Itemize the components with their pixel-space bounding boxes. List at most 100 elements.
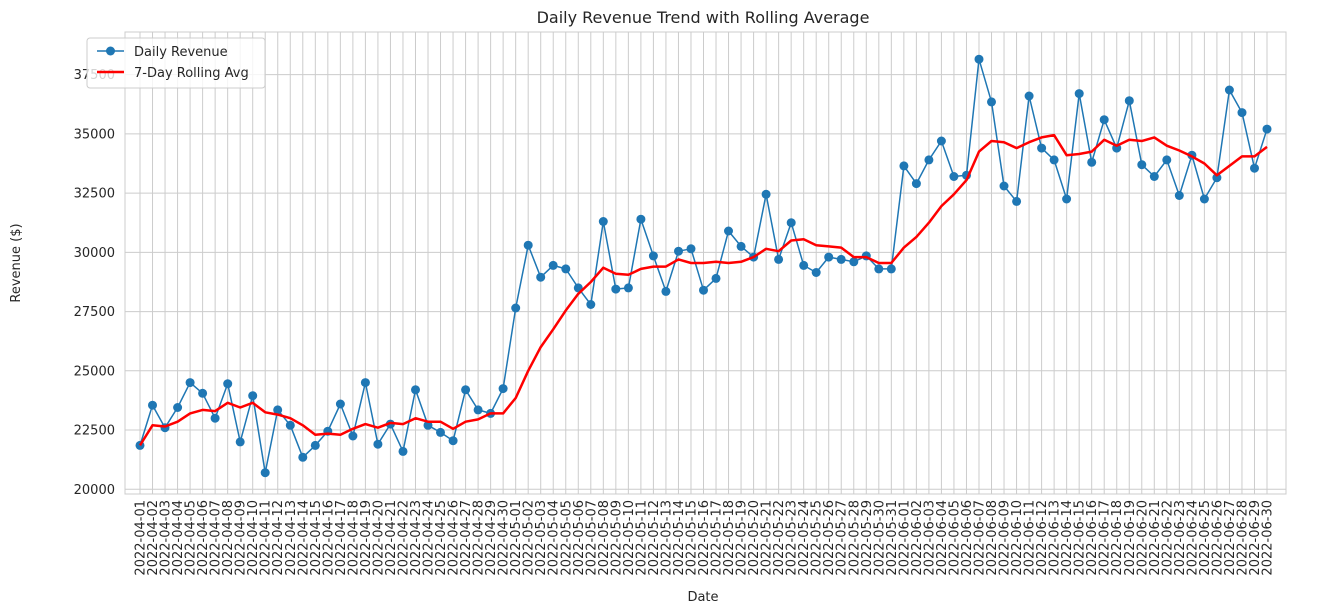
data-point-daily-revenue [724,226,733,236]
data-point-daily-revenue [411,385,420,395]
data-point-daily-revenue [1099,115,1109,125]
data-point-daily-revenue [999,181,1009,191]
x-tick-label: 2022-05-05 [559,500,574,576]
data-point-daily-revenue [1087,157,1097,167]
data-point-daily-revenue [1174,191,1184,200]
y-tick-label: 20000 [74,483,115,498]
y-axis: 2000022500250002750030000325003500037500 [74,68,115,498]
data-point-daily-revenue [260,468,270,478]
x-tick-label: 2022-05-23 [785,500,800,576]
data-point-daily-revenue [1049,155,1059,165]
x-tick-label: 2022-05-07 [584,500,599,576]
data-point-daily-revenue [1012,196,1022,206]
data-point-daily-revenue [699,285,708,295]
legend-marker-daily-revenue [106,46,115,56]
data-point-daily-revenue [273,405,283,415]
x-tick-label: 2022-06-21 [1148,500,1163,576]
x-tick-label: 2022-04-13 [284,500,299,576]
x-tick-label: 2022-06-15 [1073,500,1088,576]
data-point-daily-revenue [1137,160,1147,170]
x-tick-label: 2022-04-02 [146,500,161,576]
x-tick-label: 2022-05-14 [672,500,687,576]
x-tick-label: 2022-06-23 [1173,500,1188,576]
series-line-rolling-avg [138,133,1268,447]
data-point-daily-revenue [648,251,658,261]
data-point-daily-revenue [1162,155,1172,165]
data-point-daily-revenue [561,264,571,274]
data-point-daily-revenue [436,427,445,437]
data-point-daily-revenue [498,384,508,394]
data-point-daily-revenue [811,268,821,277]
x-tick-label: 2022-04-04 [171,500,186,576]
x-tick-label: 2022-05-01 [509,500,524,576]
legend-label-daily-revenue: Daily Revenue [134,45,228,60]
x-tick-label: 2022-04-10 [246,500,261,576]
data-point-daily-revenue [248,391,258,401]
x-tick-label: 2022-06-26 [1210,500,1225,576]
x-tick-label: 2022-04-25 [434,500,449,576]
series-layer [135,54,1272,478]
x-tick-label: 2022-06-17 [1098,500,1113,576]
data-point-daily-revenue [987,97,996,107]
x-tick-label: 2022-05-26 [822,500,837,576]
x-tick-label: 2022-06-22 [1160,500,1175,576]
x-tick-label: 2022-06-25 [1198,500,1213,576]
x-tick-label: 2022-04-17 [334,500,349,576]
x-tick-label: 2022-05-09 [609,500,624,576]
y-tick-label: 32500 [74,187,115,202]
y-tick-label: 27500 [74,305,115,320]
data-point-daily-revenue [398,446,408,456]
x-tick-label: 2022-05-24 [797,500,812,576]
data-point-daily-revenue [223,379,233,389]
data-point-daily-revenue [1199,194,1209,204]
y-tick-label: 22500 [74,424,115,439]
data-point-daily-revenue [586,300,596,309]
x-tick-label: 2022-05-06 [572,500,587,576]
x-tick-label: 2022-06-02 [910,500,925,576]
x-tick-label: 2022-04-21 [384,500,399,576]
data-point-daily-revenue [1062,194,1072,204]
x-tick-label: 2022-06-24 [1185,500,1200,576]
legend: Daily Revenue 7-Day Rolling Avg [86,37,266,89]
x-tick-label: 2022-06-29 [1248,500,1263,576]
x-tick-label: 2022-04-20 [371,500,386,576]
x-tick-label: 2022-06-11 [1023,500,1038,576]
data-point-daily-revenue [874,264,884,274]
x-tick-label: 2022-05-04 [547,500,562,576]
x-tick-label: 2022-05-18 [722,500,737,576]
x-tick-label: 2022-06-14 [1060,500,1075,576]
x-tick-label: 2022-05-28 [847,500,862,576]
x-tick-label: 2022-05-03 [534,500,549,576]
x-tick-label: 2022-04-26 [447,500,462,576]
data-point-daily-revenue [1124,96,1134,106]
x-tick-label: 2022-06-20 [1135,500,1150,576]
legend-box [86,37,266,89]
x-tick-label: 2022-06-30 [1261,500,1276,576]
x-tick-label: 2022-05-25 [810,500,825,576]
data-point-daily-revenue [511,303,521,313]
x-tick-label: 2022-04-07 [209,500,224,576]
x-tick-label: 2022-06-07 [972,500,987,576]
data-point-daily-revenue [949,172,959,181]
x-tick-label: 2022-04-30 [497,500,512,576]
data-point-daily-revenue [1024,91,1034,101]
x-tick-label: 2022-06-05 [947,500,962,576]
x-tick-label: 2022-05-16 [697,500,712,576]
x-tick-label: 2022-04-28 [472,500,487,576]
x-tick-label: 2022-04-03 [159,500,174,576]
data-point-daily-revenue [911,179,921,189]
x-tick-label: 2022-04-08 [221,500,236,576]
data-point-daily-revenue [210,413,220,423]
data-point-daily-revenue [1149,172,1159,181]
data-point-daily-revenue [536,272,546,282]
data-point-daily-revenue [310,440,320,450]
data-point-daily-revenue [423,420,433,430]
data-point-daily-revenue [185,378,195,388]
x-tick-label: 2022-05-13 [659,500,674,576]
data-point-daily-revenue [1250,163,1259,173]
y-tick-label: 25000 [74,364,115,379]
x-tick-label: 2022-04-01 [134,500,149,576]
x-tick-label: 2022-04-18 [346,500,361,576]
x-tick-label: 2022-05-11 [634,500,649,576]
